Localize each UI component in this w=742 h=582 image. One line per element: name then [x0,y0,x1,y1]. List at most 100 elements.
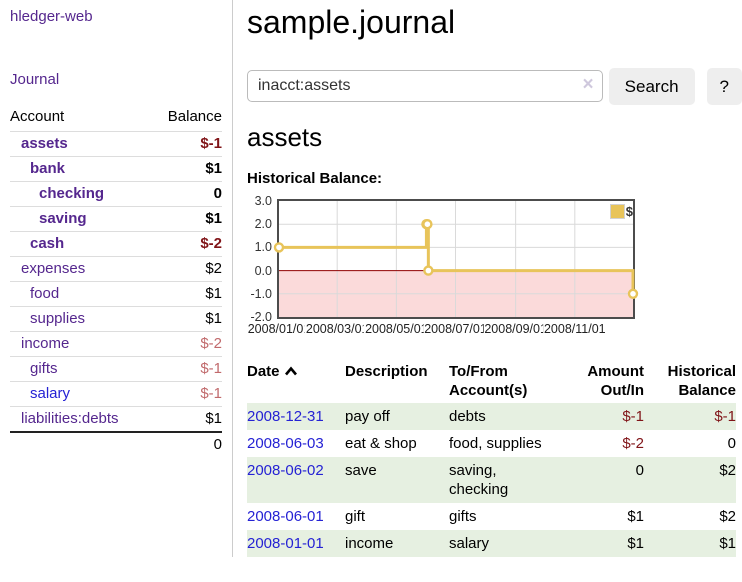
account-link[interactable]: gifts [30,360,58,377]
legend-swatch-icon [609,204,625,219]
register-row: 2008-06-01 gift gifts $1 $2 [247,503,736,530]
search-form: × Search ? [247,68,742,105]
y-tick-label: -2.0 [250,310,272,324]
register-header-date[interactable]: Date [247,359,345,403]
account-balance: $-2 [200,235,222,252]
transaction-description: income [345,535,394,552]
transaction-accounts: gifts [449,508,477,525]
transaction-amount: $1 [627,535,644,552]
account-balance: $-1 [200,135,222,152]
transaction-date-link[interactable]: 2008-06-02 [247,462,324,479]
search-box: × [247,68,603,102]
transaction-balance: $-1 [714,408,736,425]
chart-y-axis: 3.0 2.0 1.0 0.0 -1.0 -2.0 [247,194,277,324]
account-row-income: income $-2 [10,331,222,356]
register-table: Date Description To/From Account(s) Amou… [247,359,736,557]
transaction-amount: 0 [635,462,644,479]
accounts-total-value: 0 [213,436,222,453]
transaction-description: gift [345,508,366,525]
account-link[interactable]: bank [30,160,66,177]
register-row: 2008-01-01 income salary $1 $1 [247,530,736,557]
accounts-table: Account Balance assets $-1 bank $1 checking 0… [10,108,222,457]
x-tick-label: 2008/01/01 [246,322,312,336]
x-tick-label: 2008/09/01 [483,322,548,336]
y-tick-label: 0.0 [254,263,272,278]
account-row-supplies: supplies $1 [10,306,222,331]
y-tick-label: 2.0 [254,217,272,232]
accounts-total-row: 0 [10,431,222,457]
register-row: 2008-12-31 pay off debts $-1 $-1 [247,403,736,430]
account-balance: $2 [205,260,222,277]
transaction-balance: 0 [727,435,736,452]
chart-title: Historical Balance: [247,170,383,187]
account-link[interactable]: expenses [21,260,86,277]
account-row-cash: cash $-2 [10,231,222,256]
account-link[interactable]: checking [39,185,105,202]
transaction-date-link[interactable]: 2008-06-03 [247,435,324,452]
hledger-web-app: hledger-web Journal Account Balance asse… [0,0,742,557]
accounts-header-account: Account [10,108,65,125]
help-button[interactable]: ? [706,68,742,105]
register-header-row: Date Description To/From Account(s) Amou… [247,359,736,403]
accounts-rows: assets $-1 bank $1 checking 0 saving $1 cash $-2 e… [10,131,222,431]
account-balance: $1 [205,410,222,427]
historical-balance-chart: 3.0 2.0 1.0 0.0 -1.0 -2.0 $ 2008/01/01 2008/03… [246,194,742,339]
y-tick-label: 1.0 [254,240,272,255]
transaction-date-link[interactable]: 2008-12-31 [247,408,324,425]
transaction-accounts: debts [449,408,486,425]
register-header-account: To/From Account(s) [449,363,528,399]
transaction-balance: $2 [719,462,736,479]
account-link[interactable]: income [21,335,70,352]
transaction-amount: $-2 [622,435,644,452]
sidebar: hledger-web Journal Account Balance asse… [0,0,233,557]
chart-canvas [273,201,639,317]
register-row: 2008-06-02 save saving, checking 0 $2 [247,457,736,503]
account-link[interactable]: supplies [30,310,86,327]
account-row-bank: bank $1 [10,156,222,181]
register-header-amount: Amount Out/In [587,363,644,399]
app-title-link[interactable]: hledger-web [10,8,93,25]
search-input[interactable] [247,70,603,102]
account-link[interactable]: saving [39,210,87,227]
transaction-balance: $1 [719,535,736,552]
account-balance: 0 [213,185,222,202]
account-row-saving: saving $1 [10,206,222,231]
account-row-assets: assets $-1 [10,131,222,156]
account-row-gifts: gifts $-1 [10,356,222,381]
transaction-balance: $2 [719,508,736,525]
account-link[interactable]: assets [21,135,68,152]
y-tick-label: -1.0 [250,286,272,301]
account-balance: $-1 [200,385,222,402]
account-row-liabilities-debts: liabilities:debts $1 [10,406,222,431]
main-content: sample.journal × Search ? assets Histori… [233,0,742,557]
account-balance: $1 [205,210,222,227]
account-balance: $1 [205,160,222,177]
accounts-header-balance: Balance [167,108,222,125]
x-tick-label: 2008/03/01 [304,322,370,336]
page-title: sample.journal [247,4,456,40]
transaction-description: eat & shop [345,435,417,452]
sidebar-item-journal[interactable]: Journal [10,71,60,88]
account-row-food: food $1 [10,281,222,306]
account-link[interactable]: food [30,285,60,302]
register-header-balance: Historical Balance [667,363,736,399]
sort-asc-icon [284,366,297,376]
account-row-salary: salary $-1 [10,381,222,406]
transaction-accounts: salary [449,535,490,552]
transaction-date-link[interactable]: 2008-06-01 [247,508,324,525]
account-link[interactable]: salary [30,385,71,402]
search-button[interactable]: Search [608,68,695,105]
account-balance: $-1 [200,360,222,377]
chart-x-axis: 2008/01/01 2008/03/01 2008/05/01 2008/07/01… [246,322,679,339]
chart-legend: $ [609,204,633,219]
account-row-checking: checking 0 [10,181,222,206]
transaction-date-link[interactable]: 2008-01-01 [247,535,324,552]
transaction-accounts: food, supplies [449,435,542,452]
chart-plot-area: $ [273,199,639,319]
clear-search-icon[interactable]: × [582,74,594,95]
transaction-description: save [345,462,377,479]
account-link[interactable]: cash [30,235,65,252]
account-row-expenses: expenses $2 [10,256,222,281]
account-link[interactable]: liabilities:debts [21,410,119,427]
transaction-amount: $1 [627,508,644,525]
